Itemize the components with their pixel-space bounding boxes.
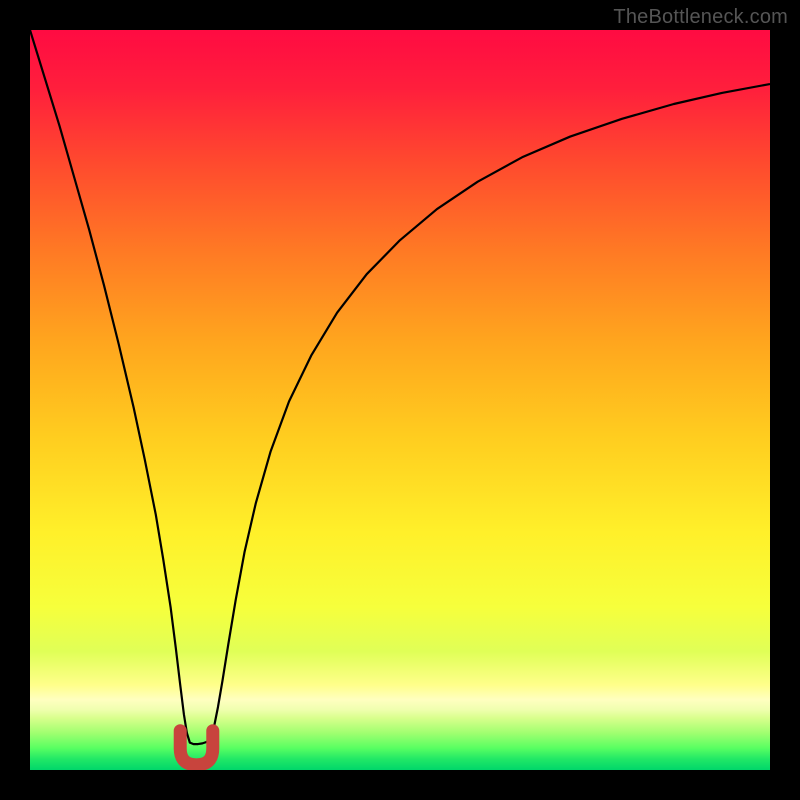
plot-svg <box>30 30 770 770</box>
plot-area <box>30 30 770 770</box>
plot-background <box>30 30 770 770</box>
chart-frame: TheBottleneck.com <box>0 0 800 800</box>
watermark-text: TheBottleneck.com <box>613 6 788 29</box>
